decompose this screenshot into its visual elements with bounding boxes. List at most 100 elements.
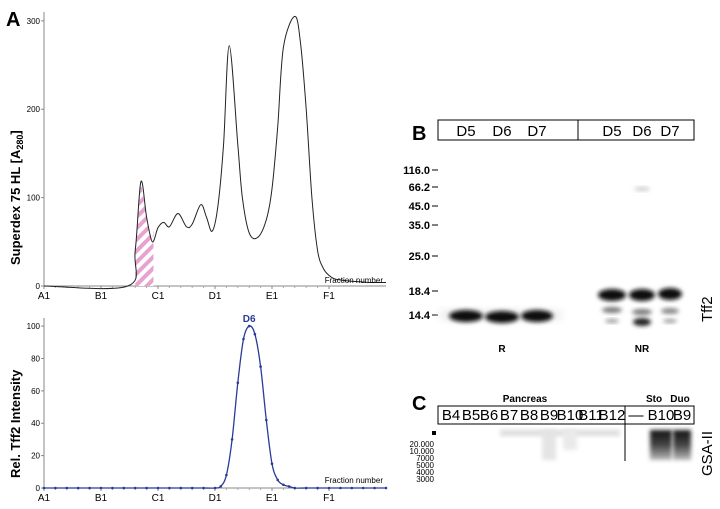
data-point	[42, 486, 46, 490]
mw-marker: 3000	[416, 475, 434, 484]
lane-label: B7	[500, 407, 518, 424]
blot-c-bands	[500, 430, 691, 460]
data-point	[384, 486, 388, 490]
band	[663, 319, 677, 323]
data-point	[65, 486, 69, 490]
lane-label: D6	[632, 123, 651, 140]
data-point	[145, 486, 148, 490]
tff2-intensity-chart: 0 20 40 60 80 100 A1 B1 C1 D1 E1 F1 D6 Fraction nu…	[8, 314, 388, 504]
well-marker	[432, 431, 436, 435]
data-point	[230, 438, 234, 441]
mw-marker: 14.4	[409, 310, 431, 322]
x-tick-label: F1	[323, 493, 335, 504]
x-tick-label: E1	[266, 493, 279, 504]
x-axis-label: Fraction number	[325, 476, 384, 485]
y-axis-label: Superdex 75 HL [A280]	[8, 130, 25, 265]
blot-b-bands	[440, 187, 682, 326]
x-tick-label: D1	[209, 291, 222, 302]
mw-marker: 35.0	[409, 220, 430, 232]
y-tick-label: 20	[31, 452, 40, 461]
data-point	[316, 486, 319, 490]
data-point	[247, 324, 251, 328]
lane-label: B11	[578, 407, 604, 424]
peak-label: D6	[243, 314, 256, 325]
band	[629, 289, 655, 301]
data-point	[76, 486, 80, 490]
condition-label: R	[498, 344, 506, 355]
data-point	[168, 486, 171, 490]
band	[634, 187, 650, 191]
antibody-label: Tff2	[699, 296, 716, 322]
mw-marker: 10.000	[410, 447, 435, 456]
lane-label: B9	[673, 407, 691, 424]
lectin-label: GSA-II	[699, 431, 716, 476]
band	[449, 310, 483, 322]
tff2-intensity-line	[44, 325, 386, 489]
y-tick-label: 80	[31, 354, 40, 363]
band	[658, 288, 682, 300]
panel-label-b: B	[412, 123, 426, 145]
y-tick-label: 60	[31, 387, 40, 396]
data-point	[282, 483, 285, 487]
data-point	[339, 486, 342, 490]
lane-label: D5	[602, 123, 621, 140]
lane-label: D5	[456, 123, 475, 140]
lane-label: B10	[557, 407, 584, 424]
y-tick-label: 0	[36, 484, 41, 493]
x-tick-label: D1	[209, 493, 222, 504]
y-tick-label: 40	[31, 419, 40, 428]
data-point	[236, 381, 240, 385]
band	[661, 308, 679, 314]
data-point	[361, 486, 365, 490]
data-point	[54, 486, 57, 490]
data-point	[270, 462, 274, 466]
blot-c: Pancreas Sto Duo B4 B5 B6 B7 B8 B9 B10 B…	[410, 394, 716, 484]
condition-label: NR	[635, 344, 650, 355]
panel-label-a: A	[6, 9, 20, 31]
data-point	[253, 332, 257, 336]
chromatogram-line	[43, 15, 387, 290]
lane-label: B12	[599, 407, 626, 424]
group-label: Sto	[646, 394, 662, 405]
mw-marker: 116.0	[403, 165, 430, 177]
y-tick-label: 100	[27, 322, 41, 331]
highlight-region	[135, 181, 154, 286]
mw-marker: 5000	[416, 461, 434, 470]
data-point	[99, 486, 103, 490]
x-tick-label: C1	[152, 493, 165, 504]
x-tick-label: B1	[95, 291, 108, 302]
band	[602, 307, 622, 313]
x-tick-label: C1	[152, 291, 165, 302]
y-axis-label: Rel. Tff2 Intensity	[8, 369, 23, 478]
y-tick-label: 200	[27, 105, 41, 114]
band	[598, 289, 626, 301]
y-tick-label: 100	[27, 194, 41, 203]
data-point	[327, 486, 331, 490]
mw-marker: 4000	[416, 468, 434, 477]
data-point	[265, 418, 268, 422]
data-point	[190, 486, 194, 490]
lane-label: B5	[462, 407, 480, 424]
mw-marker: 20.000	[410, 440, 435, 449]
x-tick-label: B1	[95, 493, 108, 504]
lane-label: B6	[480, 407, 498, 424]
data-point	[156, 486, 160, 490]
data-point	[213, 486, 217, 490]
lane-label: B4	[442, 407, 460, 424]
x-tick-label: A1	[38, 493, 51, 504]
data-point	[293, 486, 297, 490]
lane-label: B10	[648, 407, 675, 424]
band	[485, 311, 519, 323]
data-point	[304, 486, 308, 490]
data-point	[219, 485, 222, 488]
mw-markers: 20.000 10.000 7000 5000 4000 3000	[410, 440, 435, 484]
mw-markers: 116.0 66.2 45.0 35.0 25.0 18.4 14.4	[403, 165, 438, 322]
lane-header-box	[437, 119, 695, 141]
data-point	[133, 486, 137, 490]
data-point	[242, 337, 245, 341]
x-axis-label: Fraction number	[325, 276, 384, 285]
mw-marker: 7000	[416, 454, 434, 463]
y-tick-label: 0	[36, 282, 41, 291]
